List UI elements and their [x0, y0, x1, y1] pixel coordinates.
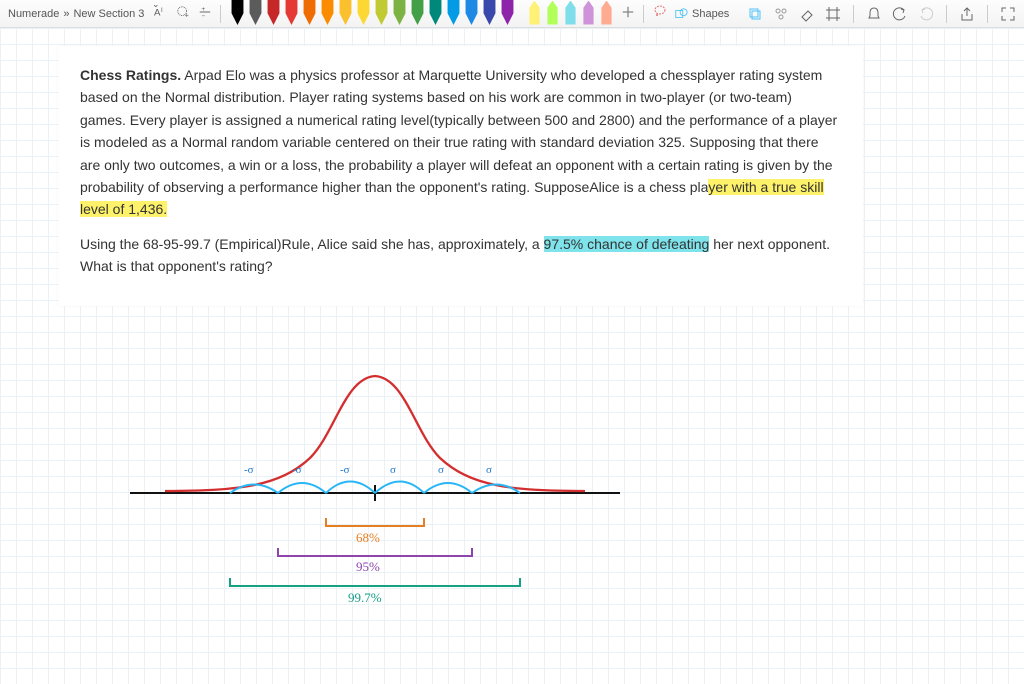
pen-14[interactable]	[481, 0, 498, 25]
group-icon[interactable]	[773, 6, 789, 22]
text-tool-icon[interactable]: AI	[154, 5, 168, 22]
problem-p2-before: Using the 68-95-99.7 (Empirical)Rule, Al…	[80, 236, 544, 252]
pen-5[interactable]	[319, 0, 336, 25]
highlighter-palette	[526, 3, 615, 25]
highlight-cyan: 97.5% chance of defeating	[544, 236, 710, 252]
pen-7[interactable]	[355, 0, 372, 25]
problem-title: Chess Ratings.	[80, 67, 181, 83]
breadcrumb-app[interactable]: Numerade	[8, 8, 59, 20]
normal-curve-diagram: -σ -σ -σ σ σ σ 68% 95% 99.7%	[120, 348, 660, 638]
bell-curve	[165, 376, 585, 491]
sigma-label-1: -σ	[292, 464, 302, 476]
pen-2[interactable]	[265, 0, 282, 25]
shapes-button[interactable]: Shapes	[674, 7, 729, 21]
divider	[220, 5, 221, 23]
divider	[643, 5, 644, 23]
sigma-label-0: -σ	[244, 464, 254, 476]
eraser-icon[interactable]	[799, 6, 815, 22]
label-95: 95%	[356, 559, 380, 575]
svg-text:+: +	[185, 12, 189, 19]
grid-icon[interactable]	[825, 6, 841, 22]
undo-icon[interactable]	[892, 6, 908, 22]
label-68: 68%	[356, 530, 380, 546]
sigma-label-2: -σ	[340, 464, 350, 476]
shapes-label: Shapes	[692, 8, 729, 20]
highlighter-3[interactable]	[580, 1, 597, 25]
canvas[interactable]: Chess Ratings. Arpad Elo was a physics p…	[0, 28, 1024, 684]
svg-text:I: I	[161, 7, 163, 14]
bell-icon[interactable]	[866, 6, 882, 22]
pen-15[interactable]	[499, 0, 516, 25]
redo-icon[interactable]	[918, 6, 934, 22]
pen-8[interactable]	[373, 0, 390, 25]
diagram-svg	[120, 348, 660, 638]
pen-6[interactable]	[337, 0, 354, 25]
problem-p1-text: Arpad Elo was a physics professor at Mar…	[80, 67, 837, 195]
pen-10[interactable]	[409, 0, 426, 25]
problem-paragraph-2: Using the 68-95-99.7 (Empirical)Rule, Al…	[80, 233, 841, 278]
divider	[987, 5, 988, 23]
add-pen-icon[interactable]	[621, 5, 635, 22]
svg-text:−: −	[202, 13, 206, 19]
toolbar: Numerade » New Section 3 AI + +− Shapes	[0, 0, 1024, 28]
problem-text-box: Chess Ratings. Arpad Elo was a physics p…	[58, 46, 863, 306]
share-icon[interactable]	[959, 6, 975, 22]
pen-9[interactable]	[391, 0, 408, 25]
sigma-label-3: σ	[390, 464, 396, 476]
fullscreen-icon[interactable]	[1000, 6, 1016, 22]
breadcrumb: Numerade » New Section 3	[8, 8, 148, 20]
copy-icon[interactable]	[747, 6, 763, 22]
sigma-label-5: σ	[486, 464, 492, 476]
highlighter-2[interactable]	[562, 1, 579, 25]
bracket-95	[278, 548, 472, 556]
pen-palette	[229, 2, 516, 25]
divider	[853, 5, 854, 23]
problem-paragraph-1: Chess Ratings. Arpad Elo was a physics p…	[80, 64, 841, 221]
sigma-label-4: σ	[438, 464, 444, 476]
svg-text:A: A	[154, 8, 161, 19]
breadcrumb-section[interactable]: New Section 3	[73, 8, 144, 20]
pen-3[interactable]	[283, 0, 300, 25]
pen-0[interactable]	[229, 0, 246, 25]
pen-11[interactable]	[427, 0, 444, 25]
highlighter-0[interactable]	[526, 1, 543, 25]
bracket-997	[230, 578, 520, 586]
lasso-icon[interactable]	[652, 4, 668, 23]
add-page-icon[interactable]: +	[176, 5, 190, 22]
label-997: 99.7%	[348, 590, 382, 606]
pen-12[interactable]	[445, 0, 462, 25]
pen-1[interactable]	[247, 0, 264, 25]
breadcrumb-sep: »	[63, 8, 69, 20]
pen-13[interactable]	[463, 0, 480, 25]
pen-4[interactable]	[301, 0, 318, 25]
highlighter-4[interactable]	[598, 1, 615, 25]
highlighter-1[interactable]	[544, 1, 561, 25]
divider	[946, 5, 947, 23]
math-tool-icon[interactable]: +−	[198, 5, 212, 22]
right-tools	[747, 5, 1016, 23]
bracket-68	[326, 518, 424, 526]
text-tools: AI + +−	[154, 5, 212, 22]
